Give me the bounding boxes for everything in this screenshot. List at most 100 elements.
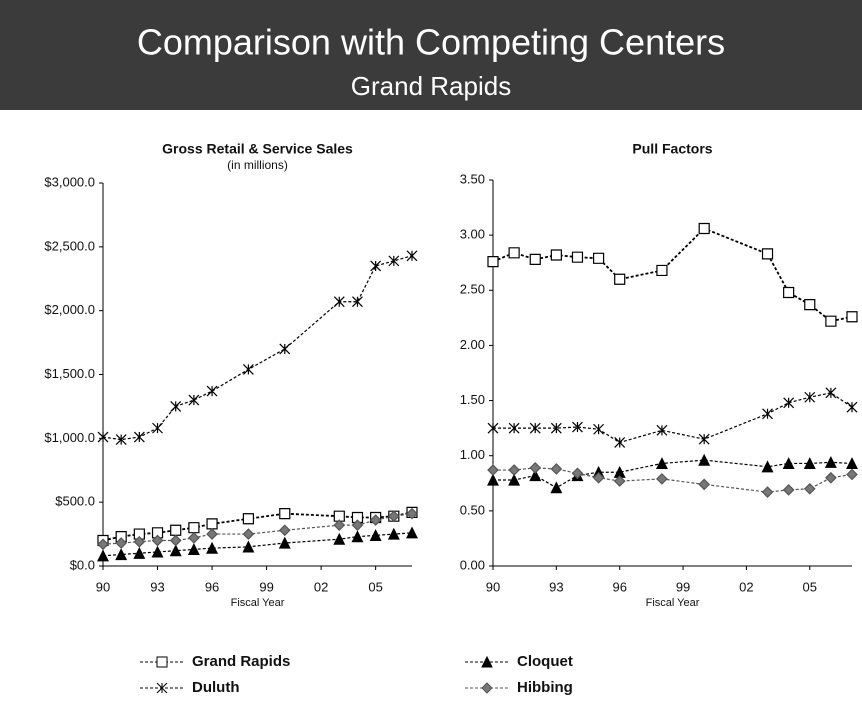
y-tick-label: $2,000.0: [44, 302, 95, 317]
data-point: [825, 315, 837, 327]
data-point: [133, 528, 145, 540]
data-point: [351, 511, 364, 524]
data-point: [388, 255, 400, 267]
data-point: [97, 538, 109, 551]
y-tick-label: 1.00: [460, 447, 485, 462]
data-point: [242, 528, 255, 540]
data-point: [550, 481, 563, 494]
data-point: [152, 422, 163, 434]
data-point: [571, 251, 584, 263]
series-line: [102, 255, 413, 441]
data-point: [206, 541, 219, 554]
y-tick-label: 0.50: [460, 502, 485, 517]
data-point: [169, 534, 182, 547]
data-point: [387, 510, 400, 523]
data-point: [783, 286, 795, 299]
data-point: [242, 540, 255, 553]
y-tick-label: 2.50: [460, 282, 485, 297]
data-point: [846, 401, 858, 413]
data-point: [187, 543, 200, 556]
series-line: [493, 467, 853, 493]
data-point: [508, 473, 521, 486]
data-point: [550, 463, 563, 475]
data-point: [151, 534, 164, 547]
data-point: [783, 397, 795, 409]
legend-marker: [481, 682, 493, 694]
data-point: [151, 527, 164, 539]
data-point: [593, 423, 605, 435]
data-point: [761, 486, 774, 498]
data-point: [846, 468, 858, 481]
data-point: [614, 273, 626, 285]
data-point: [278, 536, 291, 549]
data-point: [762, 408, 773, 420]
x-tick-label: 05: [803, 579, 817, 594]
x-tick-label: 99: [676, 579, 690, 594]
data-point: [333, 510, 345, 522]
legend-label: Duluth: [192, 679, 239, 696]
data-point: [508, 422, 520, 434]
y-tick-label: $1,000.0: [44, 430, 95, 445]
data-point: [188, 394, 200, 406]
data-point: [115, 531, 127, 543]
data-point: [550, 249, 562, 261]
data-point: [170, 524, 182, 536]
data-point: [529, 422, 541, 434]
series-line: [493, 459, 853, 489]
data-point: [370, 260, 382, 272]
data-point: [782, 484, 795, 496]
data-point: [115, 537, 128, 549]
data-point: [170, 400, 182, 412]
data-point: [169, 544, 182, 557]
x-tick-label: 99: [259, 579, 273, 594]
data-point: [279, 343, 291, 355]
data-point: [333, 532, 346, 545]
data-point: [614, 437, 626, 448]
data-point: [352, 296, 363, 308]
data-point: [825, 387, 837, 399]
x-axis-label: Fiscal Year: [231, 597, 285, 609]
data-point: [592, 471, 605, 484]
data-point: [571, 467, 584, 480]
data-point: [761, 248, 774, 260]
x-axis-label: Fiscal Year: [646, 597, 700, 609]
y-tick-label: $0.0: [70, 557, 95, 572]
y-tick-label: $500.0: [55, 494, 95, 509]
data-point: [188, 532, 200, 544]
data-point: [133, 431, 145, 443]
legend-marker: [481, 655, 493, 668]
data-point: [242, 363, 254, 375]
x-tick-label: 96: [205, 579, 219, 594]
data-point: [487, 473, 499, 486]
data-point: [804, 391, 816, 403]
data-point: [206, 528, 218, 540]
data-point: [351, 519, 364, 531]
data-point: [825, 471, 837, 484]
data-point: [333, 519, 346, 531]
data-point: [529, 469, 542, 482]
x-tick-label: 02: [314, 579, 328, 594]
data-point: [151, 545, 164, 558]
data-point: [508, 464, 520, 476]
y-tick-label: 2.00: [460, 337, 485, 352]
data-point: [351, 530, 364, 543]
y-tick-label: 1.50: [460, 392, 485, 407]
data-point: [369, 514, 382, 526]
header-band: [0, 0, 862, 110]
data-point: [333, 296, 345, 308]
x-tick-label: 93: [549, 579, 563, 594]
data-point: [133, 535, 146, 548]
data-point: [406, 250, 418, 262]
y-tick-label: 3.00: [460, 227, 485, 242]
data-point: [278, 524, 291, 537]
data-point: [698, 222, 710, 235]
data-point: [206, 385, 218, 397]
x-tick-label: 02: [739, 579, 753, 594]
data-point: [487, 256, 499, 268]
y-tick-label: 3.50: [460, 171, 485, 186]
data-point: [572, 421, 583, 433]
data-point: [804, 299, 816, 311]
data-point: [655, 457, 668, 470]
y-tick-label: $1,500.0: [44, 366, 95, 381]
